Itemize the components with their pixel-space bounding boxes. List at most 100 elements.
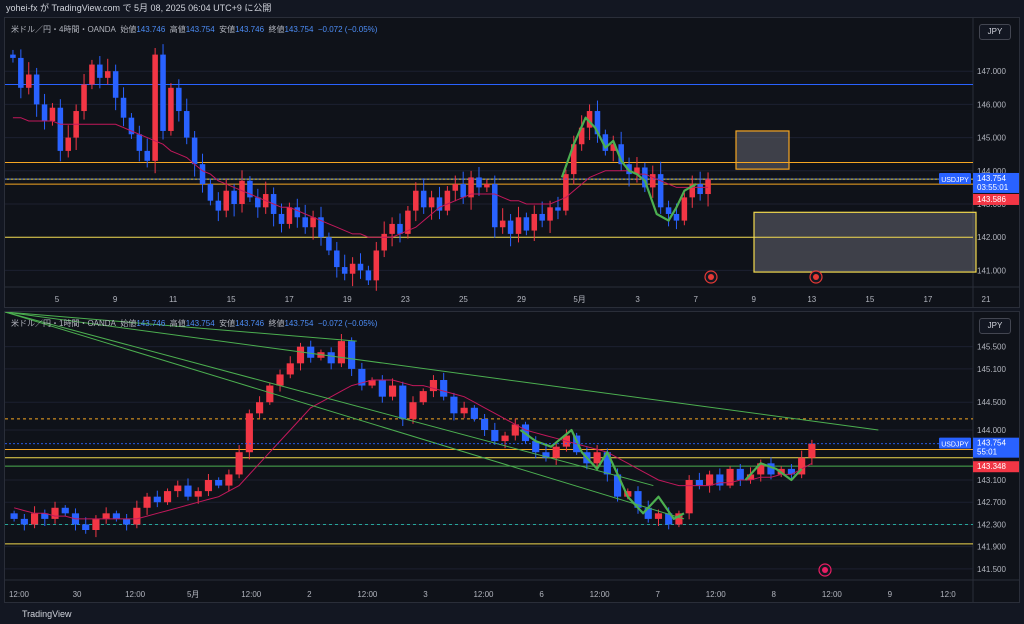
candle-body xyxy=(689,184,696,198)
candle-body xyxy=(681,197,688,221)
price-tick-label: 144.000 xyxy=(977,426,1006,435)
candle-body xyxy=(571,144,577,175)
currency-button[interactable]: JPY xyxy=(979,318,1011,334)
time-tick-label: 12:00 xyxy=(706,590,727,599)
change-value: −0.072 (−0.05%) xyxy=(317,25,378,34)
candle-body xyxy=(278,213,285,224)
candle-body xyxy=(247,180,253,198)
chart-canvas-4h[interactable]: 147.000146.000145.000144.000143.000142.0… xyxy=(5,18,1019,307)
time-tick-label: 5月 xyxy=(573,295,585,304)
candle-body xyxy=(104,71,111,78)
candle-body xyxy=(231,190,237,204)
candle-body xyxy=(143,496,151,508)
us-flag-event-icon xyxy=(809,270,823,284)
time-tick-label: 25 xyxy=(459,295,468,304)
candle-body xyxy=(337,341,345,364)
close-label: 終値 xyxy=(268,25,285,34)
candle-body xyxy=(695,480,703,486)
candle-body xyxy=(276,374,284,386)
current-price-label: 143.754 xyxy=(977,439,1006,448)
lightning-event-icon xyxy=(818,563,832,577)
price-zone xyxy=(735,130,790,170)
candle-body xyxy=(586,111,593,128)
candle-body xyxy=(112,71,119,98)
candle-body xyxy=(602,134,609,151)
chart-panel-4h[interactable]: 米ドル／円・4時間・OANDA 始値143.746 高値143.754 安値14… xyxy=(4,17,1020,308)
candle-body xyxy=(102,513,110,519)
time-tick-label: 3 xyxy=(635,295,640,304)
change-value: −0.072 (−0.05%) xyxy=(317,319,378,328)
candle-body xyxy=(665,207,672,214)
candle-body xyxy=(81,84,87,112)
candle-body xyxy=(191,137,198,165)
price-tick-label: 141.900 xyxy=(977,543,1006,552)
chart-panel-1h[interactable]: 米ドル／円・1時間・OANDA 始値143.746 高値143.754 安値14… xyxy=(4,311,1020,603)
candle-body xyxy=(168,87,174,131)
candle-body xyxy=(378,380,386,397)
time-tick-label: 12:00 xyxy=(357,590,378,599)
time-tick-label: 15 xyxy=(865,295,874,304)
candle-body xyxy=(613,474,622,497)
candle-body xyxy=(61,507,69,514)
chart-canvas-1h[interactable]: 145.500 145.100 144.500 144.000 143.100 142.7… xyxy=(5,312,1019,602)
ohlc-legend: 米ドル／円・4時間・OANDA 始値143.746 高値143.754 安値14… xyxy=(11,24,377,35)
trend-line xyxy=(5,312,654,487)
candle-body xyxy=(41,513,49,519)
price-tick-label: 141.000 xyxy=(977,266,1006,275)
candle-body xyxy=(420,190,427,208)
candle-body xyxy=(18,57,24,88)
candle-body xyxy=(49,107,56,121)
close-value: 143.754 xyxy=(284,319,314,328)
candle-body xyxy=(563,174,569,211)
candle-body xyxy=(397,223,403,234)
candle-body xyxy=(286,207,293,224)
candle-body xyxy=(492,184,498,228)
open-value: 143.746 xyxy=(136,319,166,328)
current-price-label: 143.754 xyxy=(977,174,1006,183)
time-tick-label: 7 xyxy=(693,295,698,304)
candle-body xyxy=(552,446,560,458)
red-level-label: 143.348 xyxy=(977,462,1006,471)
candle-body xyxy=(634,167,640,175)
candle-body xyxy=(511,424,519,436)
candle-body xyxy=(245,413,253,453)
candle-body xyxy=(649,174,656,188)
candle-body xyxy=(160,54,166,131)
candle-body xyxy=(133,507,141,525)
candle-body xyxy=(460,407,468,414)
candle-body xyxy=(476,177,482,188)
candle-body xyxy=(542,452,550,458)
candle-body xyxy=(20,518,28,525)
countdown-label: 55:01 xyxy=(977,448,998,457)
price-tick-label: 145.100 xyxy=(977,365,1006,374)
candle-body xyxy=(610,144,617,151)
candle-body xyxy=(798,457,806,475)
candle-body xyxy=(97,64,103,78)
candle-body xyxy=(368,380,376,386)
candle-body xyxy=(388,385,397,397)
currency-button[interactable]: JPY xyxy=(979,24,1011,40)
candle-body xyxy=(358,368,366,386)
candle-body xyxy=(547,207,553,221)
candle-body xyxy=(594,111,601,135)
candle-body xyxy=(128,117,135,135)
candle-body xyxy=(603,452,611,475)
candle-body xyxy=(429,380,438,392)
candle-body xyxy=(334,250,340,268)
symbol-title: 米ドル／円・4時間・OANDA xyxy=(11,25,116,34)
time-tick-label: 12:00 xyxy=(241,590,262,599)
candle-body xyxy=(349,263,356,274)
time-tick-label: 9 xyxy=(113,295,118,304)
candle-body xyxy=(705,178,711,195)
time-tick-label: 17 xyxy=(285,295,294,304)
candle-body xyxy=(523,217,530,231)
candle-body xyxy=(578,127,585,145)
price-tick-label: 144.500 xyxy=(977,398,1006,407)
candle-body xyxy=(634,491,642,508)
candle-body xyxy=(152,54,158,161)
candle-body xyxy=(183,111,190,138)
candle-body xyxy=(153,496,161,503)
time-tick-label: 2 xyxy=(307,590,312,599)
symbol-tag xyxy=(939,437,971,449)
symbol-tag xyxy=(939,172,971,184)
